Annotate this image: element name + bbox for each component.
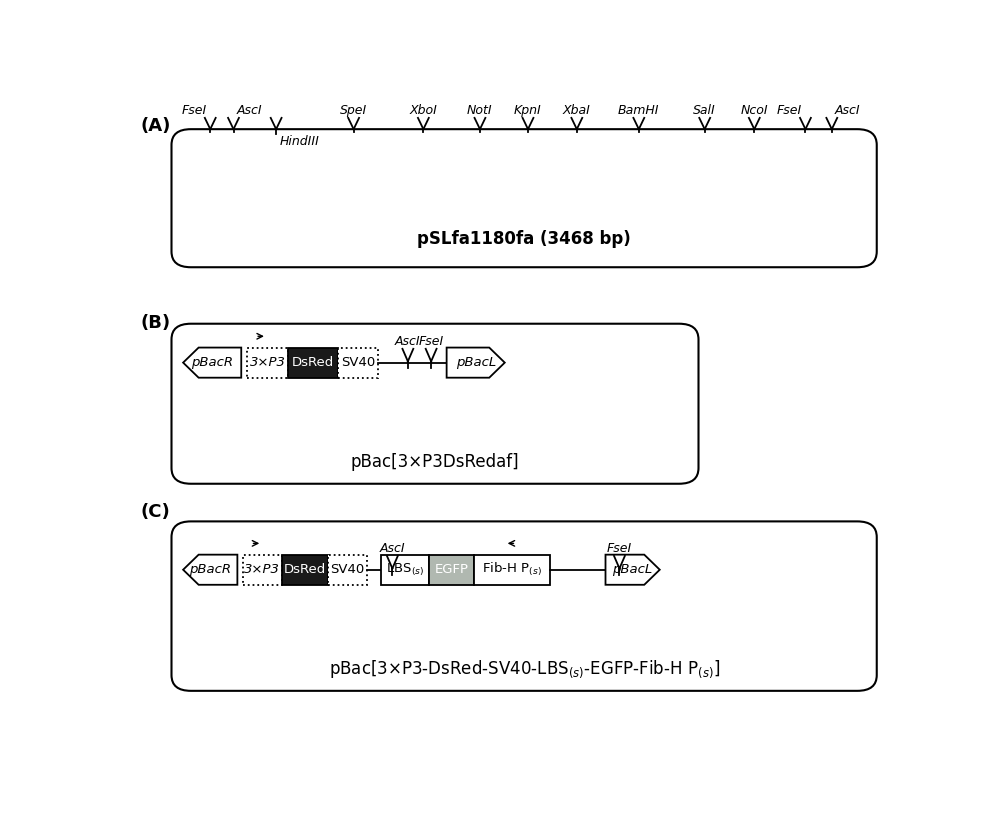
Text: AscI: AscI [237, 104, 262, 117]
Text: LBS$_{(s)}$: LBS$_{(s)}$ [386, 562, 424, 578]
Text: HindIII: HindIII [280, 135, 320, 148]
Text: BamHI: BamHI [618, 104, 660, 117]
Text: SpeI: SpeI [340, 104, 367, 117]
FancyBboxPatch shape [172, 522, 877, 691]
Text: XbaI: XbaI [563, 104, 591, 117]
Text: SV40: SV40 [341, 356, 375, 369]
Text: (C): (C) [140, 503, 170, 521]
Polygon shape [183, 347, 241, 377]
Text: AscI: AscI [380, 542, 405, 555]
Text: (B): (B) [140, 315, 171, 333]
Bar [381, 555, 429, 585]
Text: DsRed: DsRed [292, 356, 334, 369]
Bar [288, 347, 338, 377]
Polygon shape [606, 555, 660, 585]
Text: KpnI: KpnI [514, 104, 542, 117]
Bar [474, 555, 550, 585]
Text: DsRed: DsRed [284, 563, 326, 576]
Text: NotI: NotI [467, 104, 493, 117]
Text: Fib-H P$_{(s)}$: Fib-H P$_{(s)}$ [482, 561, 542, 579]
Text: pBacL: pBacL [456, 356, 496, 369]
Text: 3×P3: 3×P3 [250, 356, 286, 369]
Text: FseI: FseI [182, 104, 207, 117]
Bar [282, 555, 328, 585]
Bar [429, 555, 474, 585]
Text: pBac[3×P3DsRedaf]: pBac[3×P3DsRedaf] [351, 453, 519, 471]
Text: EGFP: EGFP [434, 563, 468, 576]
Text: FseI: FseI [607, 542, 632, 555]
Text: pBacL: pBacL [612, 563, 653, 576]
FancyBboxPatch shape [172, 129, 877, 267]
Text: (A): (A) [140, 117, 171, 134]
Bar [247, 347, 288, 377]
Text: FseI: FseI [418, 335, 444, 347]
Polygon shape [447, 347, 505, 377]
Text: NcoI: NcoI [740, 104, 768, 117]
Bar [328, 555, 367, 585]
Text: 3×P3: 3×P3 [244, 563, 280, 576]
Text: pSLfa1180fa (3468 bp): pSLfa1180fa (3468 bp) [417, 230, 631, 248]
Text: FseI: FseI [777, 104, 802, 117]
Text: pBacR: pBacR [189, 563, 231, 576]
Polygon shape [183, 555, 237, 585]
Text: SV40: SV40 [330, 563, 365, 576]
Bar [338, 347, 378, 377]
Text: pBac[3×P3-DsRed-SV40-LBS$_{(s)}$-EGFP-Fib-H P$_{(s)}$]: pBac[3×P3-DsRed-SV40-LBS$_{(s)}$-EGFP-Fi… [329, 658, 720, 680]
FancyBboxPatch shape [172, 324, 698, 484]
Text: AscI: AscI [835, 104, 861, 117]
Text: XboI: XboI [409, 104, 437, 117]
Text: pBacR: pBacR [191, 356, 233, 369]
Bar [243, 555, 282, 585]
Text: AscI: AscI [395, 335, 421, 347]
Text: SalI: SalI [693, 104, 716, 117]
